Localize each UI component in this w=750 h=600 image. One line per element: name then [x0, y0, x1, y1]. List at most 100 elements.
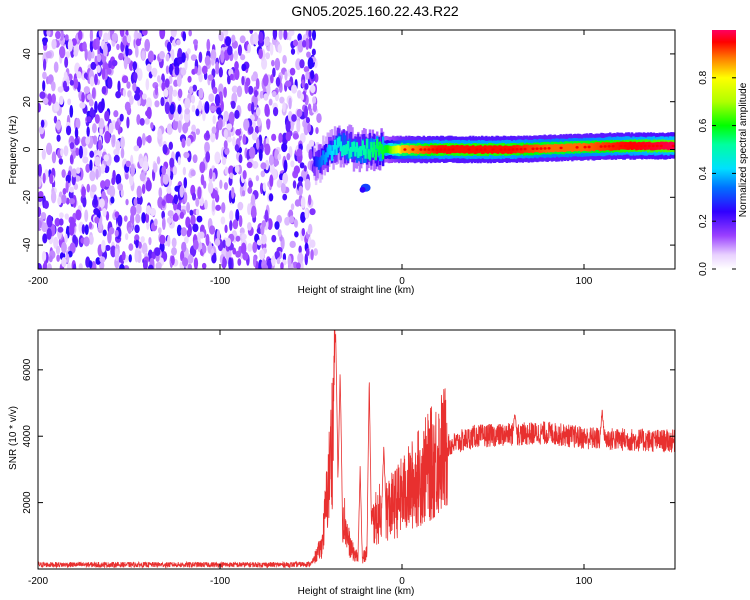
noise-speckle — [270, 74, 274, 84]
noise-speckle — [64, 34, 69, 41]
noise-speckle — [56, 254, 61, 262]
noise-speckle — [159, 50, 165, 60]
noise-speckle — [298, 245, 302, 254]
noise-speckle — [235, 209, 240, 222]
x-tick-label: -100 — [210, 276, 230, 287]
noise-speckle — [103, 154, 110, 162]
noise-speckle — [69, 154, 74, 165]
noise-speckle — [254, 89, 258, 98]
noise-speckle — [100, 163, 106, 174]
noise-speckle — [135, 213, 141, 224]
noise-speckle — [145, 179, 152, 192]
ridge-cell — [313, 160, 316, 176]
noise-speckle — [107, 77, 113, 90]
ridge-peak — [507, 148, 511, 151]
noise-speckle — [106, 68, 112, 75]
noise-speckle — [183, 236, 189, 244]
noise-speckle — [77, 30, 83, 41]
noise-speckle — [271, 59, 275, 67]
noise-speckle — [248, 180, 253, 188]
noise-speckle — [228, 165, 235, 176]
noise-speckle — [102, 207, 107, 217]
y-tick-label: 6000 — [22, 358, 33, 381]
noise-speckle — [83, 72, 88, 79]
ridge-peak — [635, 144, 639, 148]
noise-speckle — [234, 144, 240, 152]
noise-speckle — [83, 86, 90, 94]
ridge-cell — [390, 146, 394, 154]
noise-speckle — [82, 41, 87, 52]
ridge-cell — [629, 141, 632, 150]
noise-speckle — [231, 85, 238, 94]
ridge-cell — [341, 146, 344, 157]
ridge-cell — [591, 143, 594, 151]
noise-speckle — [249, 30, 254, 35]
ridge-cell — [351, 141, 354, 152]
noise-speckle — [115, 90, 122, 99]
ridge-cell — [339, 141, 343, 152]
noise-speckle — [195, 197, 200, 207]
noise-speckle — [54, 217, 61, 227]
ridge-cell — [464, 145, 468, 154]
noise-speckle — [159, 242, 165, 253]
noise-speckle — [126, 81, 131, 89]
ridge-cell — [622, 141, 625, 150]
noise-speckle — [94, 100, 98, 113]
noise-speckle — [179, 113, 183, 121]
snr-y-label-visible: SNR (10 * v/v) — [8, 406, 19, 470]
colorbar-tick-label: 0.8 — [698, 70, 709, 84]
ridge-cell — [566, 143, 570, 152]
noise-speckle — [165, 53, 170, 62]
noise-speckle — [311, 48, 316, 56]
noise-speckle — [111, 32, 119, 43]
noise-speckle — [42, 58, 47, 71]
noise-speckle — [256, 239, 263, 246]
noise-speckle — [300, 211, 306, 223]
noise-speckle — [267, 218, 273, 230]
ridge-cell — [370, 142, 373, 152]
noise-speckle — [191, 104, 196, 113]
noise-speckle — [167, 235, 171, 248]
noise-speckle — [235, 128, 242, 136]
noise-speckle — [215, 204, 222, 211]
noise-speckle — [55, 31, 61, 40]
noise-speckle — [229, 172, 234, 179]
noise-speckle — [276, 179, 282, 188]
noise-speckle — [239, 35, 246, 44]
noise-speckle — [177, 120, 182, 133]
noise-speckle — [74, 137, 80, 146]
noise-speckle — [94, 73, 98, 86]
noise-speckle — [188, 86, 194, 95]
noise-speckle — [116, 43, 120, 51]
noise-speckle — [232, 136, 236, 147]
noise-speckle — [115, 139, 121, 152]
noise-speckle — [42, 233, 48, 244]
noise-speckle — [45, 142, 53, 156]
ridge-cell — [601, 142, 605, 150]
noise-speckle — [290, 203, 295, 211]
y-tick-label: -20 — [22, 190, 33, 205]
ridge-cell — [558, 144, 561, 152]
noise-speckle — [123, 265, 130, 269]
noise-speckle — [199, 161, 206, 174]
ridge-cell — [364, 148, 367, 159]
noise-speckle — [46, 214, 53, 228]
ridge-cell — [473, 146, 476, 154]
x-tick-label: 0 — [399, 576, 405, 587]
noise-speckle — [236, 85, 243, 98]
noise-speckle — [290, 160, 295, 168]
noise-speckle — [271, 255, 276, 267]
noise-speckle — [142, 160, 149, 172]
noise-speckle — [171, 237, 177, 248]
noise-speckle — [42, 80, 46, 92]
ridge-cell — [370, 142, 373, 166]
noise-speckle — [122, 88, 126, 98]
ridge-cell — [616, 141, 619, 150]
noise-speckle — [272, 106, 279, 117]
noise-speckle — [94, 114, 100, 124]
noise-speckle — [183, 191, 188, 203]
noise-speckle — [264, 143, 271, 156]
noise-speckle — [204, 141, 210, 154]
noise-speckle — [271, 90, 277, 98]
ridge-cell — [550, 144, 554, 153]
